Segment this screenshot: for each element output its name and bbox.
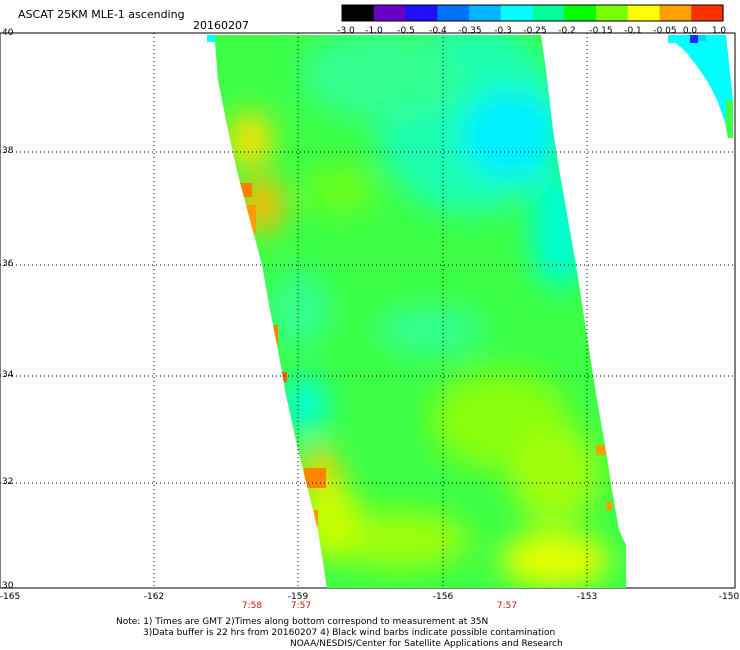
colorbar-label: -0.4 xyxy=(429,26,447,36)
colorbar-label: 0.0 xyxy=(682,26,698,36)
lon-label: -159 xyxy=(287,592,309,602)
lon-label: -156 xyxy=(432,592,454,602)
lat-label: 34 xyxy=(2,370,14,380)
note-line-2: 3)Data buffer is 22 hrs from 20160207 4)… xyxy=(143,628,556,638)
colorbar xyxy=(342,5,724,21)
colorbar-segment xyxy=(373,5,407,21)
colorbar-segment xyxy=(659,5,692,21)
colorbar-segment xyxy=(500,5,534,21)
colorbar-label: -0.35 xyxy=(458,26,482,36)
colorbar-label: -0.5 xyxy=(397,26,415,36)
colorbar-label: -0.15 xyxy=(589,26,613,36)
colorbar-label: -0.25 xyxy=(523,26,547,36)
time-label: 7:58 xyxy=(241,601,263,611)
colorbar-segment xyxy=(564,5,597,21)
lat-label: 30 xyxy=(2,581,14,591)
colorbar-label: -1.0 xyxy=(365,26,383,36)
lon-label: -165 xyxy=(0,592,21,602)
lon-label: -162 xyxy=(143,592,165,602)
lon-label: -153 xyxy=(576,592,598,602)
colorbar-frame xyxy=(341,4,724,22)
lat-label: 38 xyxy=(2,146,14,156)
lon-label: -150 xyxy=(718,592,740,602)
chart-date: 20160207 xyxy=(193,19,249,32)
colorbar-label: -0.1 xyxy=(624,26,642,36)
colorbar-segment xyxy=(627,5,661,21)
colorbar-segment xyxy=(342,5,375,21)
lat-label: 40 xyxy=(2,28,14,38)
colorbar-label: -0.3 xyxy=(494,26,512,36)
colorbar-label: -0.05 xyxy=(653,26,677,36)
colorbar-segment xyxy=(437,5,470,21)
lat-label: 32 xyxy=(2,477,14,487)
lat-label: 36 xyxy=(2,259,14,269)
colorbar-segment xyxy=(691,5,724,21)
chart-title: ASCAT 25KM MLE-1 ascending xyxy=(18,8,185,21)
swath-main xyxy=(207,35,626,588)
colorbar-segment xyxy=(596,5,629,21)
colorbar-label: -3.0 xyxy=(337,26,355,36)
swath-right xyxy=(668,35,733,138)
note-line-1: Note: 1) Times are GMT 2)Times along bot… xyxy=(116,617,489,627)
colorbar-label: 1.0 xyxy=(711,26,727,36)
note-line-3: NOAA/NESDIS/Center for Satellite Applica… xyxy=(290,639,563,649)
time-label: 7:57 xyxy=(496,601,518,611)
colorbar-segment xyxy=(469,5,502,21)
colorbar-label: -0.2 xyxy=(558,26,576,36)
grid-lines xyxy=(0,33,735,588)
colorbar-segment xyxy=(532,5,565,21)
colorbar-segment xyxy=(405,5,438,21)
time-label: 7:57 xyxy=(290,601,312,611)
